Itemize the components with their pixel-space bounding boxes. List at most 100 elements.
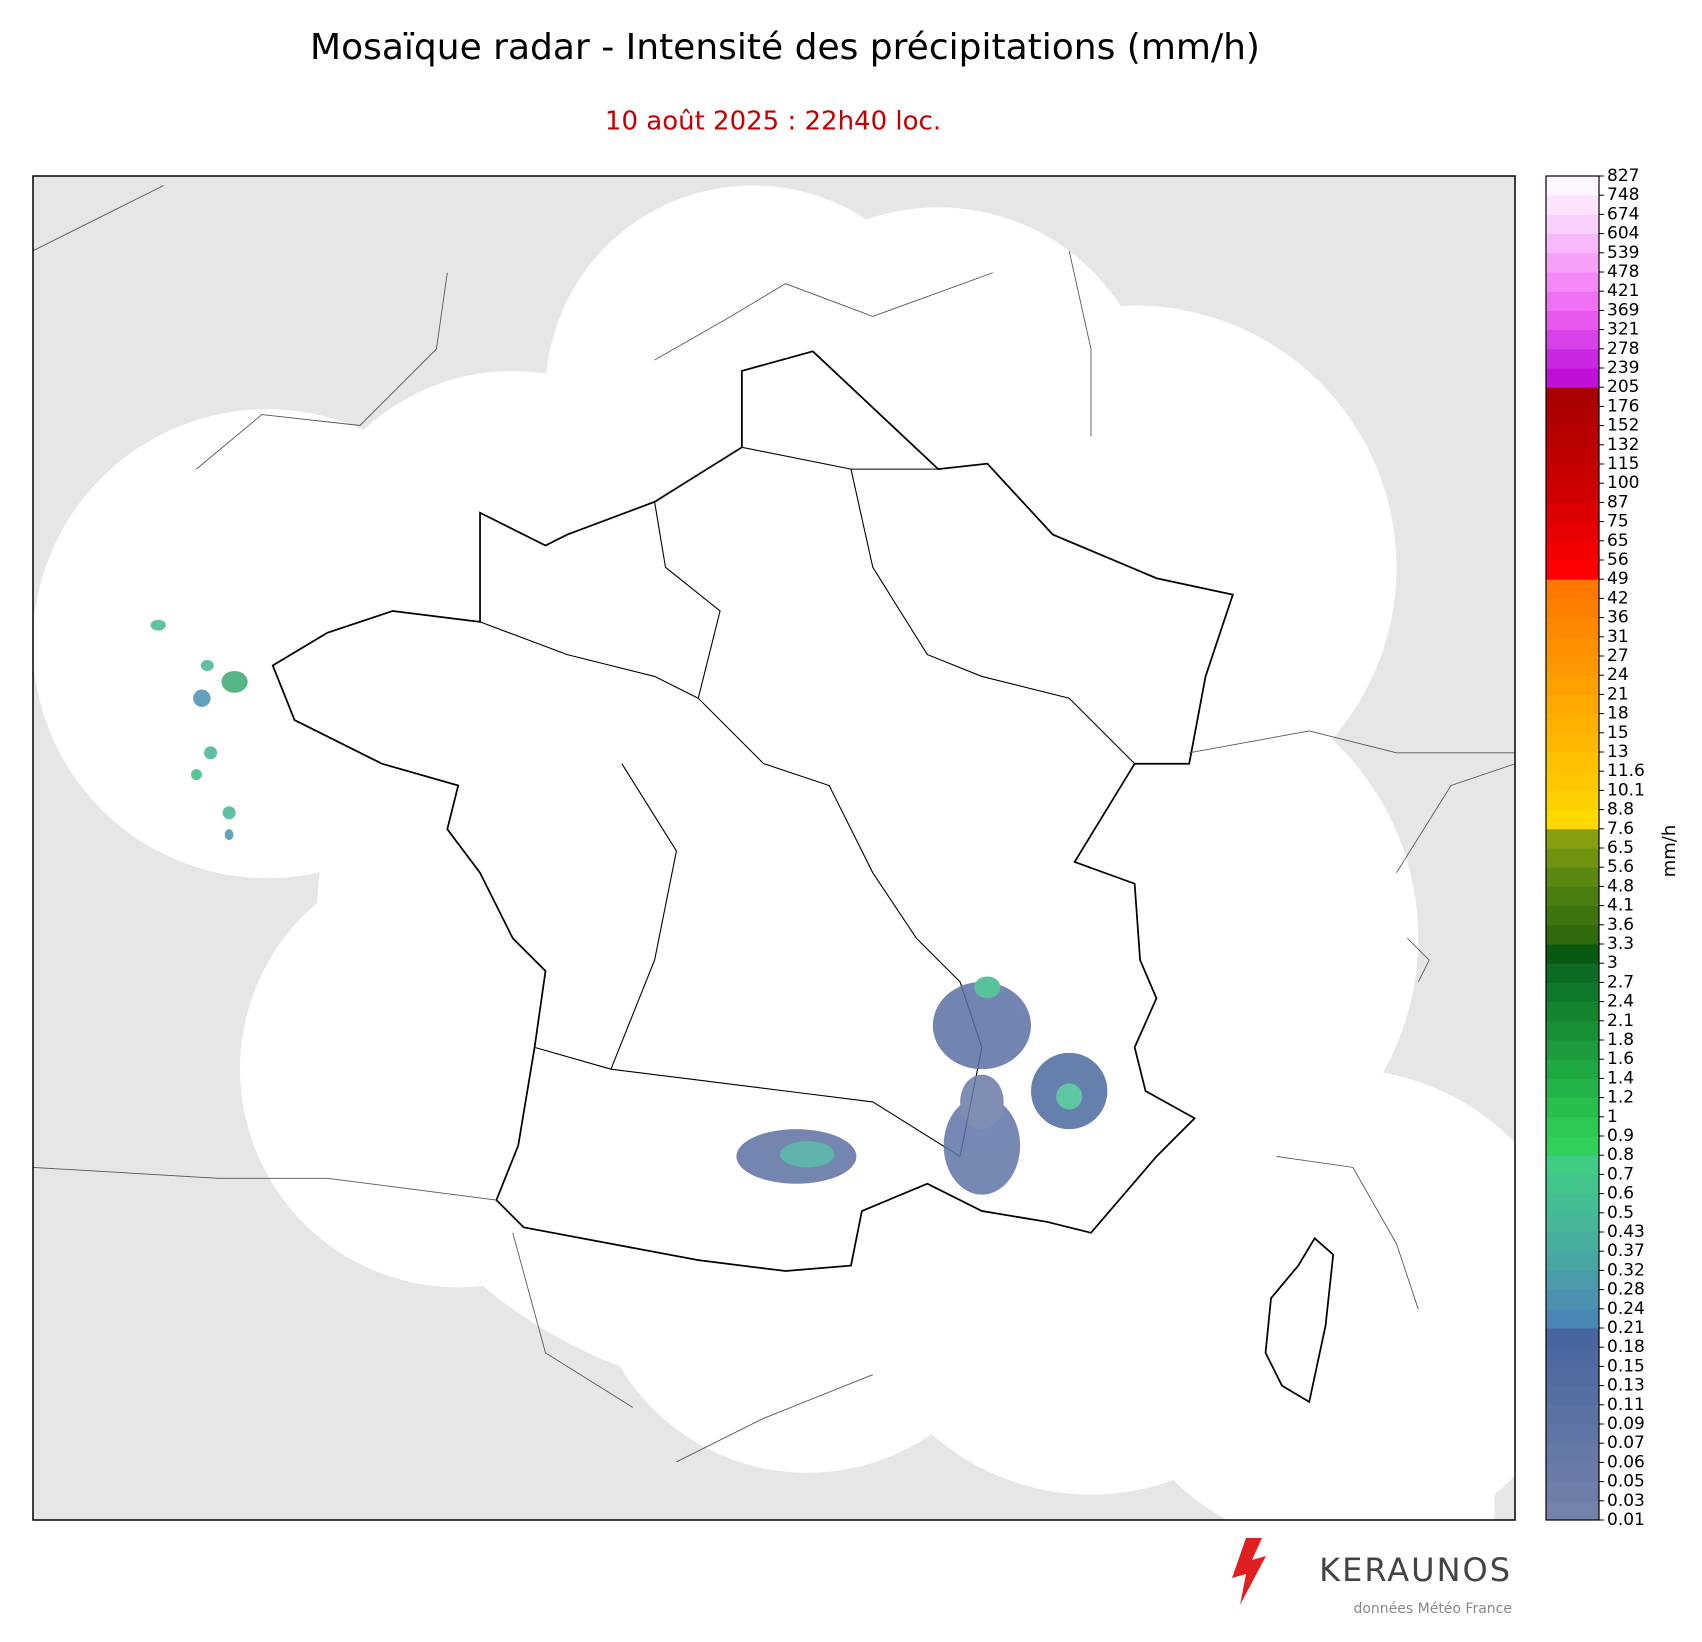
map bbox=[33, 176, 1515, 1520]
colorbar-tick-label: 1.4 bbox=[1607, 1068, 1634, 1088]
colorbar-band bbox=[1546, 1404, 1599, 1425]
colorbar-tick-label: 205 bbox=[1607, 377, 1639, 397]
neighbour-borders bbox=[33, 185, 1515, 1463]
colorbar-tick-label: 18 bbox=[1607, 704, 1629, 724]
colorbar-tick-label: 8.8 bbox=[1607, 800, 1634, 820]
colorbar-band bbox=[1546, 1212, 1599, 1233]
colorbar-band bbox=[1546, 1385, 1599, 1406]
colorbar-tick-label: 321 bbox=[1607, 320, 1639, 340]
colorbar-band bbox=[1546, 1366, 1599, 1387]
colorbar-tick-label: 2.4 bbox=[1607, 992, 1634, 1012]
colorbar-tick-label: 132 bbox=[1607, 435, 1639, 455]
colorbar-tick-label: 0.43 bbox=[1607, 1222, 1645, 1242]
colorbar-band bbox=[1546, 502, 1599, 523]
colorbar-band bbox=[1546, 1462, 1599, 1483]
precipitation-echoes bbox=[150, 619, 1108, 1195]
colorbar-tick-label: 0.07 bbox=[1607, 1433, 1645, 1453]
colorbar-band bbox=[1546, 924, 1599, 945]
colorbar-tick-label: 4.8 bbox=[1607, 876, 1634, 896]
colorbar-tick-label: 369 bbox=[1607, 300, 1639, 320]
colorbar-band bbox=[1546, 1232, 1599, 1252]
colorbar-tick-label: 421 bbox=[1607, 281, 1639, 301]
colorbar-tick-label: 0.15 bbox=[1607, 1356, 1645, 1376]
colorbar-tick-label: 31 bbox=[1607, 627, 1629, 647]
colorbar-band bbox=[1546, 444, 1599, 465]
colorbar-tick-label: 176 bbox=[1607, 396, 1639, 416]
colorbar-tick-label: 0.09 bbox=[1607, 1414, 1645, 1434]
colorbar-band bbox=[1546, 1251, 1599, 1271]
colorbar-tick-label: 0.03 bbox=[1607, 1491, 1645, 1511]
colorbar-band bbox=[1546, 1116, 1599, 1137]
colorbar-tick-label: 75 bbox=[1607, 512, 1629, 532]
colorbar-tick-label: 0.9 bbox=[1607, 1126, 1634, 1146]
colorbar-label: mm/h bbox=[1659, 825, 1680, 878]
colorbar-band bbox=[1546, 1500, 1599, 1521]
colorbar-tick-label: 0.13 bbox=[1607, 1376, 1645, 1396]
colorbar-tick-label: 21 bbox=[1607, 684, 1629, 704]
colorbar-tick-label: 0.5 bbox=[1607, 1203, 1634, 1223]
colorbar-tick-label: 152 bbox=[1607, 416, 1639, 436]
colorbar-band bbox=[1546, 675, 1599, 695]
colorbar-tick-label: 2.7 bbox=[1607, 972, 1634, 992]
colorbar-tick-label: 0.6 bbox=[1607, 1184, 1634, 1204]
colorbar-tick-label: 604 bbox=[1607, 224, 1639, 244]
colorbar-band bbox=[1546, 329, 1599, 350]
colorbar-band bbox=[1546, 368, 1599, 388]
subtitle: 10 août 2025 : 22h40 loc. bbox=[605, 107, 941, 137]
colorbar-tick-label: 1.2 bbox=[1607, 1088, 1634, 1108]
colorbar-band bbox=[1546, 214, 1599, 235]
colorbar-band bbox=[1546, 1328, 1599, 1348]
colorbar-band bbox=[1546, 483, 1599, 503]
colorbar-tick-label: 478 bbox=[1607, 262, 1639, 282]
colorbar-band bbox=[1546, 771, 1599, 791]
colorbar-band bbox=[1546, 1289, 1599, 1310]
france-outline bbox=[271, 350, 1335, 1404]
colorbar-tick-label: 27 bbox=[1607, 646, 1629, 666]
colorbar-band bbox=[1546, 348, 1599, 369]
colorbar-band bbox=[1546, 713, 1599, 734]
colorbar-band bbox=[1546, 272, 1599, 292]
title: Mosaïque radar - Intensité des précipita… bbox=[310, 27, 1260, 68]
colorbar-band bbox=[1546, 579, 1599, 599]
colorbar-band bbox=[1546, 291, 1599, 311]
colorbar-tick-label: 239 bbox=[1607, 358, 1639, 378]
logo-brand: KERAUNOS bbox=[1319, 1551, 1512, 1589]
colorbar-band bbox=[1546, 848, 1599, 868]
colorbar-tick-label: 100 bbox=[1607, 473, 1639, 493]
colorbar-tick-label: 42 bbox=[1607, 588, 1629, 608]
colorbar-tick-label: 0.06 bbox=[1607, 1452, 1645, 1472]
colorbar-tick-label: 36 bbox=[1607, 608, 1629, 628]
colorbar-band bbox=[1546, 1040, 1599, 1060]
colorbar-tick-label: 0.32 bbox=[1607, 1260, 1645, 1280]
colorbar-band bbox=[1546, 560, 1599, 580]
colorbar-band bbox=[1546, 1097, 1599, 1118]
colorbar-tick-label: 24 bbox=[1607, 665, 1629, 685]
colorbar-band bbox=[1546, 1136, 1599, 1156]
colorbar-band bbox=[1546, 694, 1599, 715]
colorbar-band bbox=[1546, 963, 1599, 983]
colorbar-tick-label: 65 bbox=[1607, 531, 1629, 551]
colorbar-tick-label: 0.37 bbox=[1607, 1241, 1645, 1261]
colorbar-tick-label: 15 bbox=[1607, 723, 1629, 743]
colorbar-tick-label: 3.6 bbox=[1607, 915, 1634, 935]
colorbar-band bbox=[1546, 886, 1599, 907]
colorbar-band bbox=[1546, 944, 1599, 964]
logo-bolt bbox=[1232, 1538, 1266, 1605]
colorbar-tick-label: 278 bbox=[1607, 339, 1639, 359]
colorbar-band bbox=[1546, 1424, 1599, 1444]
colorbar-band bbox=[1546, 1481, 1599, 1502]
colorbar-band bbox=[1546, 636, 1599, 657]
colorbar-tick-label: 0.21 bbox=[1607, 1318, 1645, 1338]
colorbar-band bbox=[1546, 233, 1599, 254]
colorbar-tick-label: 115 bbox=[1607, 454, 1639, 474]
colorbar-band bbox=[1546, 387, 1599, 407]
colorbar-tick-label: 827 bbox=[1607, 166, 1639, 186]
colorbar-band bbox=[1546, 905, 1599, 926]
colorbar-tick-label: 4.1 bbox=[1607, 896, 1634, 916]
colorbar-band bbox=[1546, 1020, 1599, 1041]
colorbar-band bbox=[1546, 425, 1599, 446]
colorbar-band bbox=[1546, 790, 1599, 811]
colorbar-tick-label: 0.18 bbox=[1607, 1337, 1645, 1357]
colorbar-band bbox=[1546, 867, 1599, 887]
